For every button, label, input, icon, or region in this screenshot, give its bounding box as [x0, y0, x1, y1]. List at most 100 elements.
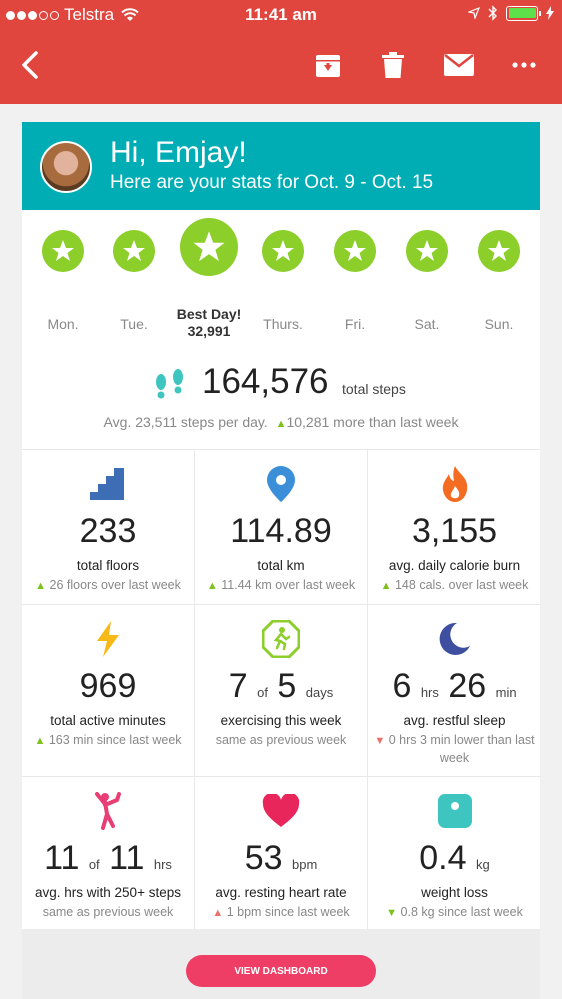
- battery-icon: [506, 5, 541, 21]
- active-minutes-value: 969: [79, 667, 137, 705]
- app-header: Telstra 11:41 am: [0, 0, 562, 104]
- footsteps-icon: [156, 369, 183, 399]
- sleep-label: avg. restful sleep: [403, 713, 506, 728]
- sleep-hours-unit: hrs: [420, 685, 439, 700]
- heart-rate-label: avg. resting heart rate: [215, 885, 347, 900]
- heart-rate-change: 1 bpm since last week: [226, 905, 350, 919]
- archive-icon: [316, 55, 340, 77]
- status-bar: Telstra 11:41 am: [0, 0, 562, 30]
- stat-sleep: 6 hrs 26 min avg. restful sleep ▼ 0 hrs …: [368, 605, 541, 777]
- active-minutes-change: 163 min since last week: [48, 733, 182, 747]
- avg-steps: Avg. 23,511 steps per day.: [103, 414, 268, 430]
- lightning-icon: [97, 621, 119, 657]
- trash-icon: [382, 52, 404, 78]
- back-button[interactable]: [8, 45, 52, 85]
- star-icon: [406, 230, 448, 272]
- stretching-person-icon: [95, 792, 121, 830]
- wifi-icon: [121, 8, 139, 21]
- stat-hourly-activity: 11 of 11 hrs avg. hrs with 250+ steps sa…: [22, 777, 195, 930]
- up-arrow-icon: ▲: [35, 580, 47, 592]
- signal-dots-icon: [6, 10, 59, 20]
- steps-change: 10,281 more than last week: [286, 414, 459, 430]
- weight-label: weight loss: [421, 885, 488, 900]
- hourly-label: avg. hrs with 250+ steps: [35, 885, 181, 900]
- email-button[interactable]: [437, 45, 481, 85]
- stat-active-minutes: 969 total active minutes ▲ 163 min since…: [22, 605, 195, 777]
- distance-label: total km: [257, 558, 305, 573]
- up-arrow-icon: ▲: [206, 580, 218, 592]
- stat-calories: 3,155 avg. daily calorie burn ▲ 148 cals…: [368, 450, 541, 605]
- calories-value: 3,155: [411, 512, 498, 550]
- date-range-subtitle: Here are your stats for Oct. 9 - Oct. 15: [110, 172, 434, 193]
- sleep-minutes: 26: [448, 667, 487, 705]
- total-steps: 164,576 total steps: [22, 362, 540, 412]
- scale-icon: [437, 794, 472, 828]
- floors-value: 233: [79, 512, 137, 550]
- weight-change: 0.8 kg since last week: [400, 905, 523, 919]
- archive-button[interactable]: [306, 45, 350, 85]
- heart-rate-value: 53 bpm: [195, 839, 367, 878]
- day-label: Sun.: [484, 316, 514, 332]
- up-arrow-icon: ▲: [380, 580, 392, 592]
- steps-summary: Avg. 23,511 steps per day. ▲10,281 more …: [22, 414, 540, 430]
- distance-change: 11.44 km over last week: [221, 578, 356, 592]
- bluetooth-icon: [488, 5, 497, 21]
- delete-button[interactable]: [371, 45, 415, 85]
- day-label: Tue.: [120, 316, 148, 332]
- exercise-badge-icon: [262, 620, 300, 658]
- greeting-title: Hi, Emjay!: [110, 136, 247, 169]
- star-icon: [113, 230, 155, 272]
- best-day-title: Best Day!: [176, 306, 242, 322]
- more-icon: [512, 62, 536, 68]
- stat-exercise-days: 7 of 5 days exercising this week same as…: [195, 605, 368, 777]
- stairs-icon: [90, 468, 124, 500]
- star-icon: [478, 230, 520, 272]
- star-icon: [262, 230, 304, 272]
- day-label: Mon.: [47, 316, 79, 332]
- charging-icon: [546, 6, 554, 20]
- day-label: Sat.: [414, 316, 440, 332]
- nav-bar: [0, 40, 562, 90]
- sleep-change: 0 hrs 3 min lower than last week: [388, 733, 535, 765]
- sleep-minutes-unit: min: [495, 685, 517, 700]
- floors-change: 26 floors over last week: [49, 578, 181, 592]
- total-steps-label: total steps: [342, 381, 406, 397]
- day-thursday: Thurs.: [247, 218, 319, 348]
- exercise-days: 7: [228, 667, 248, 705]
- star-icon: [180, 218, 238, 276]
- day-label: Fri.: [344, 316, 366, 332]
- weight-unit: kg: [475, 857, 490, 872]
- day-sunday: Sun.: [463, 218, 535, 348]
- day-best: Best Day! 32,991: [173, 218, 245, 348]
- avatar: [40, 141, 92, 193]
- exercise-label: exercising this week: [220, 713, 342, 728]
- stat-heart-rate: 53 bpm avg. resting heart rate ▲ 1 bpm s…: [195, 777, 368, 930]
- up-arrow-icon: ▲: [275, 418, 287, 430]
- weight-value: 0.4 kg: [368, 839, 541, 878]
- greeting-banner: Hi, Emjay! Here are your stats for Oct. …: [22, 122, 540, 210]
- moon-icon: [439, 622, 470, 655]
- exercise-change: same as previous week: [215, 733, 347, 747]
- active-minutes-label: total active minutes: [50, 713, 166, 728]
- day-monday: Mon.: [27, 218, 99, 348]
- star-icon: [42, 230, 84, 272]
- day-tuesday: Tue.: [98, 218, 170, 348]
- exercise-unit: days: [305, 685, 334, 700]
- flame-icon: [442, 466, 467, 502]
- daily-goal-stars: Mon. Tue. Best Day! 32,991 Thurs. Fri. S…: [22, 218, 540, 348]
- weekly-stats-card: Hi, Emjay! Here are your stats for Oct. …: [22, 122, 541, 999]
- calories-change: 148 cals. over last week: [394, 578, 529, 592]
- location-icon: [468, 7, 480, 19]
- stats-grid: 233 total floors ▲ 26 floors over last w…: [22, 449, 541, 930]
- stat-weight: 0.4 kg weight loss ▼ 0.8 kg since last w…: [368, 777, 541, 930]
- down-arrow-icon: ▼: [386, 907, 398, 919]
- more-button[interactable]: [502, 45, 546, 85]
- location-pin-icon: [267, 466, 295, 502]
- heart-icon: [262, 794, 300, 827]
- total-steps-value: 164,576: [202, 362, 329, 401]
- view-dashboard-button[interactable]: VIEW DASHBOARD: [186, 955, 376, 987]
- exercise-of: of: [257, 685, 268, 700]
- up-arrow-icon: ▲: [34, 735, 46, 747]
- card-footer: VIEW DASHBOARD: [22, 929, 540, 999]
- day-friday: Fri.: [319, 218, 391, 348]
